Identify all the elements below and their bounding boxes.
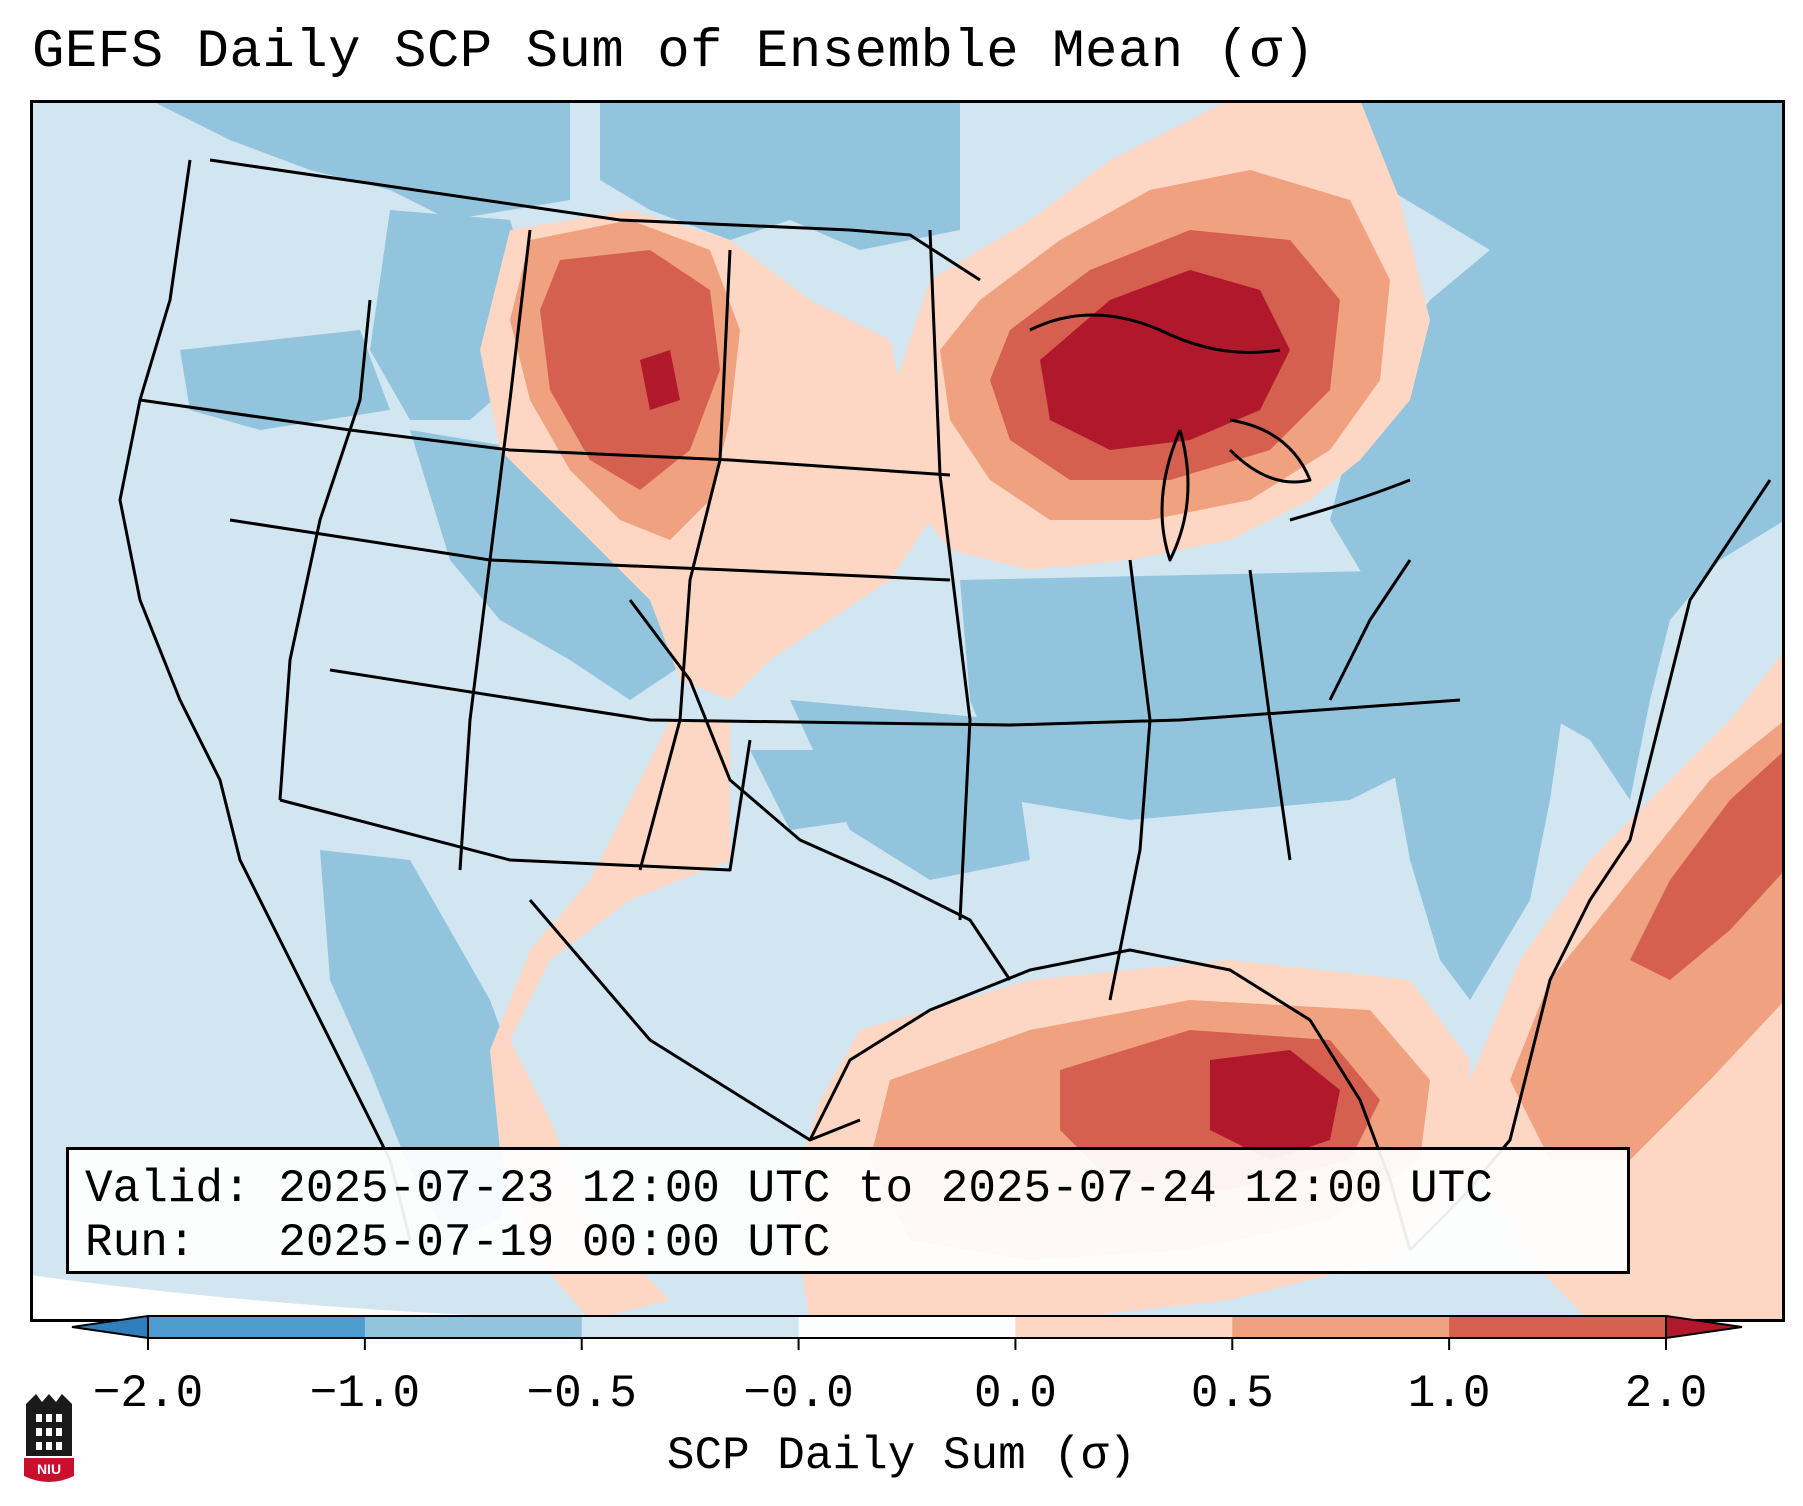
colorbar-segment: [1449, 1316, 1667, 1338]
colorbar-tick-label: 0.0: [974, 1368, 1057, 1420]
southwest-border: [279, 739, 752, 872]
oregon-patch: [180, 330, 390, 430]
colorbar-tick-label: −2.0: [92, 1368, 204, 1420]
lake-superior: [1029, 313, 1281, 354]
lake-erie-ontario: [1289, 478, 1411, 522]
colorbar-segment: [581, 1316, 800, 1338]
map-panel: [30, 100, 1785, 1322]
northern-state-row: [139, 398, 951, 477]
boundaries: [118, 158, 1772, 1252]
atlantic-red: [1630, 750, 1785, 980]
gulf-coastline: [808, 948, 1412, 1251]
plains-east-border: [928, 229, 972, 921]
plains-border: [628, 599, 1012, 981]
colorbar-segment: [1015, 1316, 1233, 1338]
plains-west-border: [638, 249, 732, 871]
colorbar-segment: [1232, 1316, 1450, 1338]
mexico-west-patch: [320, 850, 530, 1240]
appalachian-border: [1248, 569, 1292, 861]
projection-edge: [30, 1275, 930, 1322]
logo-text: NIU: [37, 1461, 61, 1477]
colorbar-segment: [148, 1316, 366, 1338]
midwest-ohio-valley-patch: [960, 570, 1480, 820]
mid-state-row: [329, 668, 1461, 727]
canada-border-west: [209, 158, 851, 232]
map-title: GEFS Daily SCP Sum of Ensemble Mean (σ): [32, 22, 1316, 83]
colorbar-min-extension: [71, 1314, 149, 1340]
colorbar-tick-label: −0.0: [743, 1368, 854, 1420]
colorbar-tick-label: 1.0: [1407, 1368, 1491, 1420]
colorbar-tick-marks: [147, 1338, 1667, 1350]
run-line: Run: 2025-07-19 00:00 UTC: [85, 1217, 831, 1269]
lake-huron: [1228, 418, 1312, 484]
valid-line: Valid: 2025-07-23 12:00 UTC to 2025-07-2…: [85, 1163, 1493, 1215]
colorbar-segments: [71, 1314, 1743, 1340]
valid-run-infobox: Valid: 2025-07-23 12:00 UTC to 2025-07-2…: [66, 1147, 1630, 1274]
colorbar-tick-label: −1.0: [309, 1368, 421, 1420]
west-texas-patch: [750, 750, 860, 830]
texas-border: [528, 899, 861, 1142]
colorbar-max-extension: [1665, 1314, 1743, 1340]
colorbar-tick-label: 2.0: [1624, 1368, 1708, 1420]
canada-west-patch: [150, 100, 570, 220]
mississippi-border: [1108, 559, 1152, 1001]
northern-plains-red: [540, 250, 720, 490]
colorbar-frame: [147, 1315, 1667, 1339]
colorbar-tick-label: 0.5: [1190, 1368, 1274, 1420]
niu-logo: NIU: [24, 1394, 74, 1482]
plains-dark-red: [640, 350, 680, 410]
west-interior-border: [278, 299, 372, 801]
logo-shield-icon: [24, 1458, 74, 1482]
lake-michigan: [1160, 429, 1190, 562]
colorbar: [71, 1314, 1743, 1350]
rockies-border: [458, 229, 532, 871]
northeast-border: [1328, 559, 1412, 701]
canada-border-east-lakes: [849, 228, 981, 282]
colorbar-tick-label: −0.5: [526, 1368, 637, 1420]
canada-central-patch: [600, 100, 960, 250]
colorbar-segment: [364, 1316, 583, 1338]
colorbar-segment: [798, 1316, 1016, 1338]
gulf-dark-red: [1210, 1050, 1340, 1160]
logo-tower-icon: [26, 1394, 72, 1456]
colorbar-label: SCP Daily Sum (σ): [666, 1430, 1137, 1482]
central-state-row: [229, 518, 951, 582]
